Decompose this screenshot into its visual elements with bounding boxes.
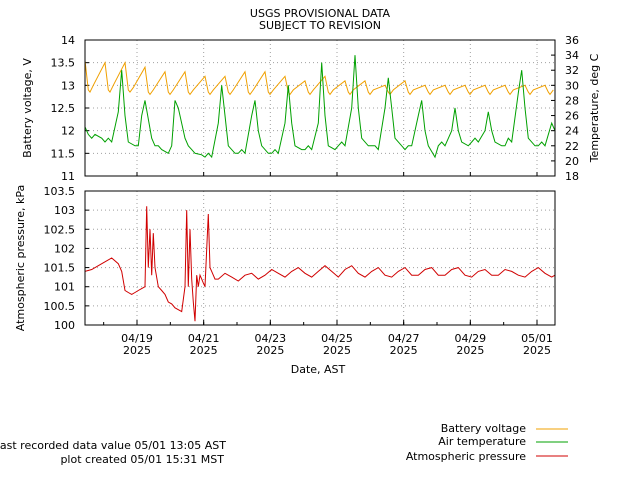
- bottom-x-tick-label-date: 04/21: [188, 332, 220, 345]
- top-right-tick-label: 20: [565, 155, 579, 168]
- plot-created-note: plot created 05/01 15:31 MST: [60, 453, 224, 466]
- top-left-tick-label: 14: [61, 34, 75, 47]
- bottom-x-tick-label-year: 2025: [123, 344, 151, 357]
- bottom-x-tick-label-year: 2025: [456, 344, 484, 357]
- bottom-x-tick-label-date: 05/01: [521, 332, 553, 345]
- top-left-axis-ticks: 11 11.5 12 12.5 13 13.5 14: [51, 34, 89, 183]
- bottom-left-tick-label: 103.5: [44, 185, 76, 198]
- top-panel: 11 11.5 12 12.5 13 13.5 14 18 20 22 24 26 28 30 32 34 3…: [21, 34, 601, 183]
- top-panel-frame: [84, 39, 556, 177]
- legend-label-atmospheric-pressure: Atmospheric pressure: [406, 450, 526, 463]
- bottom-left-axis-ticks: 100 100.5 101 101.5 102 102.5 103 103.5: [44, 185, 89, 332]
- bottom-left-tick-label: 102: [54, 242, 75, 255]
- top-left-tick-label: 12.5: [51, 102, 76, 115]
- x-axis-label: Date, AST: [291, 363, 346, 376]
- top-y-axis-label: Battery voltage, V: [21, 58, 34, 158]
- series-line-atmospheric-pressure: [84, 206, 556, 322]
- chart-title-line2: SUBJECT TO REVISION: [259, 19, 381, 32]
- chart-title-line1: USGS PROVISIONAL DATA: [250, 7, 391, 20]
- bottom-x-tick-label-year: 2025: [390, 344, 418, 357]
- top-left-tick-label: 13.5: [51, 57, 76, 70]
- top-y2-axis-label: Temperature, deg C: [588, 53, 601, 163]
- top-right-tick-label: 22: [565, 140, 579, 153]
- bottom-x-tick-label-year: 2025: [190, 344, 218, 357]
- legend: Battery voltage Air temperature Atmosphe…: [406, 422, 568, 463]
- legend-label-battery-voltage: Battery voltage: [441, 422, 527, 435]
- top-right-tick-label: 30: [565, 79, 579, 92]
- top-grid: [85, 39, 555, 177]
- bottom-x-tick-label-date: 04/25: [321, 332, 353, 345]
- top-bottom-axis-ticks: [136, 172, 538, 176]
- bottom-left-tick-label: 101.5: [44, 262, 76, 275]
- top-right-tick-label: 18: [565, 170, 579, 183]
- legend-label-air-temperature: Air temperature: [438, 435, 526, 448]
- bottom-x-tick-label-year: 2025: [323, 344, 351, 357]
- bottom-x-tick-label-year: 2025: [523, 344, 551, 357]
- bottom-x-tick-label-date: 04/19: [121, 332, 153, 345]
- top-left-tick-label: 11.5: [51, 147, 76, 160]
- top-left-tick-label: 12: [61, 125, 75, 138]
- bottom-x-axis-ticks: 04/19202504/21202504/23202504/25202504/2…: [103, 320, 553, 357]
- bottom-left-tick-label: 103: [54, 204, 75, 217]
- bottom-left-tick-label: 101: [54, 281, 75, 294]
- bottom-left-tick-label: 100.5: [44, 300, 76, 313]
- top-right-tick-label: 36: [565, 34, 579, 47]
- bottom-x-tick-label-date: 04/23: [254, 332, 286, 345]
- top-right-tick-label: 28: [565, 94, 579, 107]
- top-right-tick-label: 24: [565, 125, 579, 138]
- bottom-x-tick-label-date: 04/29: [454, 332, 486, 345]
- bottom-y-axis-label: Atmospheric pressure, kPa: [14, 185, 27, 331]
- bottom-panel-frame: [84, 190, 556, 326]
- series-line-air-temperature: [84, 55, 556, 159]
- top-right-axis-ticks: 18 20 22 24 26 28 30 32 34 36: [551, 34, 579, 183]
- series-line-battery-voltage: [84, 60, 554, 96]
- top-right-tick-label: 34: [565, 49, 579, 62]
- bottom-x-tick-label-year: 2025: [256, 344, 284, 357]
- top-left-tick-label: 11: [61, 170, 75, 183]
- bottom-left-tick-label: 100: [54, 319, 75, 332]
- bottom-left-tick-label: 102.5: [44, 223, 76, 236]
- bottom-x-tick-label-date: 04/27: [388, 332, 420, 345]
- top-right-tick-label: 32: [565, 64, 579, 77]
- top-left-tick-label: 13: [61, 79, 75, 92]
- bottom-grid: [85, 190, 555, 326]
- last-recorded-note: last recorded data value 05/01 13:05 AST: [0, 439, 226, 452]
- top-right-tick-label: 26: [565, 110, 579, 123]
